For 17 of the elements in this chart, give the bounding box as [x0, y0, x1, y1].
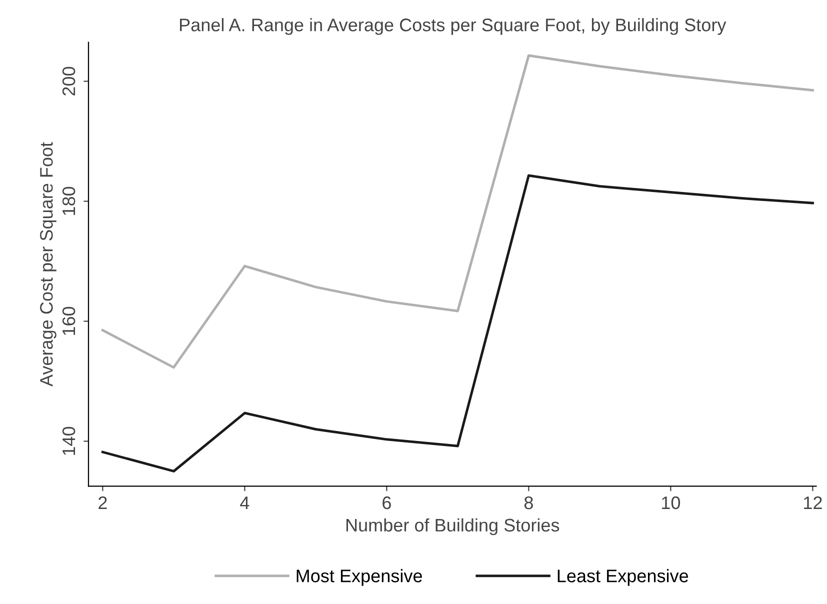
- chart-title: Panel A. Range in Average Costs per Square Foot, by Building Story: [180, 18, 726, 35]
- x-tick-label: 10: [662, 496, 680, 510]
- y-tick-label: 160: [62, 306, 76, 335]
- legend-label: Least Expensive: [558, 569, 688, 586]
- y-tick-label: 200: [62, 66, 76, 96]
- y-axis-title: Average Cost per Square Foot: [40, 142, 56, 386]
- x-tick-label: 12: [804, 496, 822, 510]
- line-series: [101, 174, 814, 472]
- x-tick-label: 6: [382, 496, 391, 510]
- x-tick-label: 2: [98, 496, 107, 510]
- y-tick-label: 140: [62, 426, 76, 455]
- x-axis-title: Number of Building Stories: [346, 518, 560, 536]
- y-tick-label: 180: [62, 186, 76, 215]
- line-series: [101, 54, 814, 369]
- x-tick-label: 8: [524, 496, 533, 510]
- x-tick-label: 4: [240, 496, 250, 510]
- legend-label: Most Expensive: [296, 569, 422, 586]
